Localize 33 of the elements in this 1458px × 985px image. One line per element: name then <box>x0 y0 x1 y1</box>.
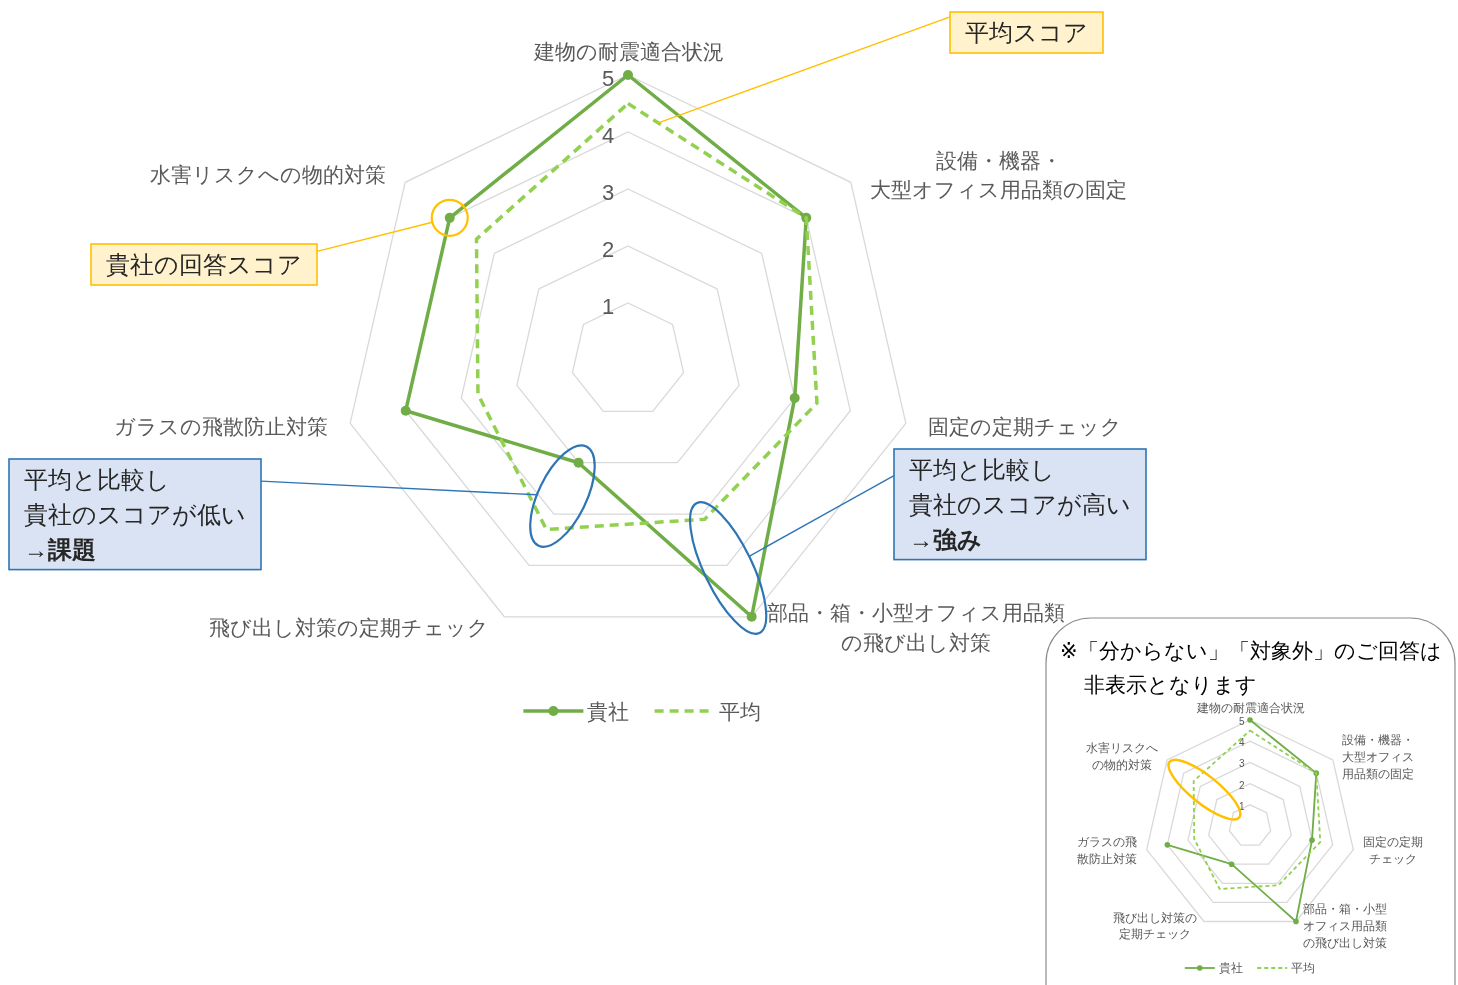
legend-label: 貴社 <box>1218 961 1243 975</box>
spoke-label: 水害リスクへの物的対策 <box>149 163 386 187</box>
y-tick-label: 5 <box>601 65 615 91</box>
y-tick-label: 5 <box>1239 716 1245 727</box>
spoke-label: 建物の耐震適合状況 <box>532 40 724 63</box>
legend-label: 平均 <box>718 699 761 723</box>
spoke-label: ガラスの飛散防止対策 <box>114 414 329 438</box>
spoke-label: 飛び出し対策の定期チェック <box>1112 910 1197 942</box>
y-tick-label: 4 <box>601 122 615 148</box>
text: 貴社の回答スコア <box>106 251 302 278</box>
spoke-label: 飛び出し対策の定期チェック <box>209 616 490 640</box>
text: 平均と比較し貴社のスコアが高い <box>909 456 1131 518</box>
y-tick-label: 2 <box>601 236 615 262</box>
spoke-label: 固定の定期チェック <box>927 414 1122 438</box>
spoke-label: 設備・機器・大型オフィス用品類の固定 <box>870 148 1128 202</box>
text: →課題 <box>24 535 96 563</box>
spoke-label: 建物の耐震適合状況 <box>1195 701 1305 715</box>
y-tick-label: 3 <box>1239 758 1245 770</box>
spoke-label: ガラスの飛散防止対策 <box>1076 835 1137 867</box>
spoke-label: 固定の定期チェック <box>1363 835 1424 867</box>
y-tick-label: 1 <box>601 293 615 319</box>
y-tick-label: 2 <box>1239 779 1245 791</box>
legend-label: 平均 <box>1291 961 1316 975</box>
text: →強み <box>909 525 982 553</box>
y-tick-label: 1 <box>1239 800 1245 812</box>
legend-label: 貴社 <box>587 699 630 723</box>
text: 平均スコア <box>965 19 1088 46</box>
y-tick-label: 4 <box>1239 737 1245 749</box>
spoke-label: 部品・箱・小型オフィス用品類の飛び出し対策 <box>1303 902 1388 950</box>
spoke-label: 水害リスクへの物的対策 <box>1086 741 1159 773</box>
text: 平均と比較し貴社のスコアが低い <box>24 466 246 528</box>
spoke-label: 設備・機器・大型オフィス用品類の固定 <box>1341 732 1414 781</box>
y-tick-label: 3 <box>601 179 615 205</box>
